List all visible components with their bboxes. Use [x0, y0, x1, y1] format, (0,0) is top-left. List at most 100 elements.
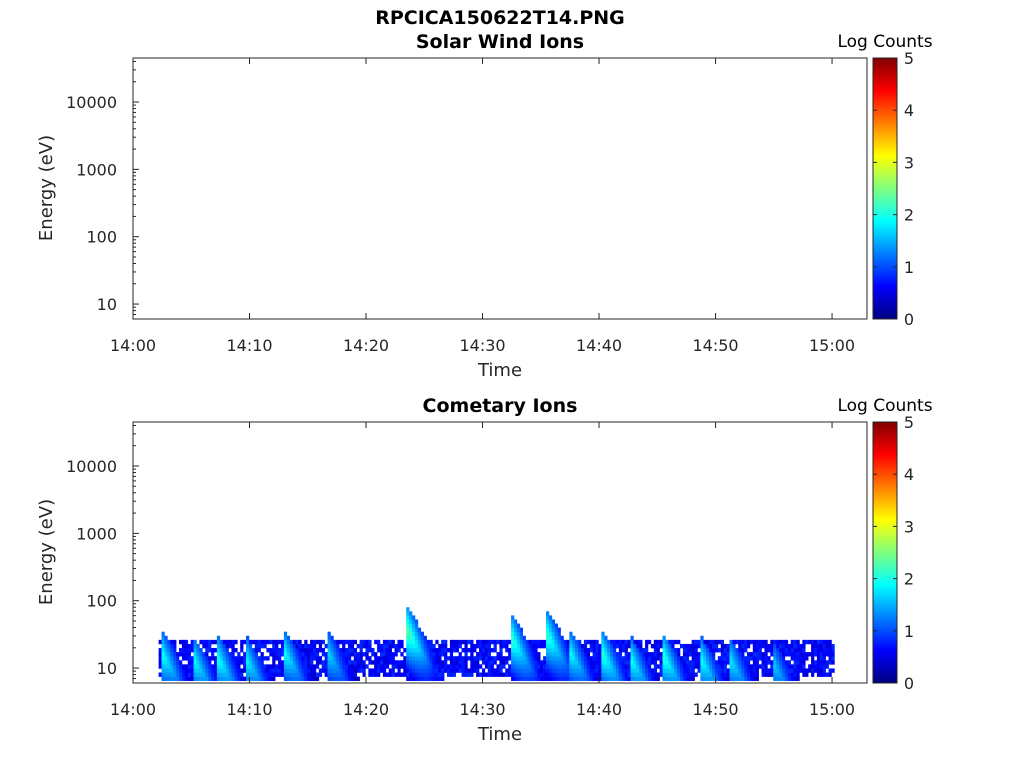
heatmap-cell [767, 672, 771, 677]
heatmap-cell [554, 623, 558, 628]
heatmap-cell [819, 639, 824, 645]
heatmap-cell [409, 652, 413, 657]
heatmap-cell [776, 639, 780, 645]
heatmap-cell [219, 660, 224, 665]
heatmap-cell [391, 639, 395, 645]
heatmap-cell [738, 643, 742, 649]
heatmap-cell [368, 672, 372, 677]
heatmap-cell [420, 639, 424, 645]
heatmap-cell [563, 656, 567, 661]
heatmap-cell [391, 660, 395, 665]
heatmap-cell [219, 672, 224, 677]
heatmap-cell [677, 652, 681, 657]
heatmap-cell [578, 660, 582, 665]
heatmap-cell [213, 672, 218, 677]
heatmap-cell [624, 668, 628, 673]
heatmap-cell [563, 672, 567, 677]
heatmap-cell [525, 648, 529, 653]
heatmap-cell [298, 672, 302, 677]
heatmap-cell [508, 668, 512, 673]
heatmap-cell [409, 676, 413, 681]
heatmap-cell [717, 672, 722, 677]
heatmap-cell [674, 668, 678, 673]
heatmap-cell [700, 672, 704, 677]
heatmap-cell [647, 656, 652, 661]
heatmap-cell [356, 676, 360, 681]
heatmap-cell [307, 668, 311, 673]
heatmap-cell [330, 664, 334, 669]
heatmap-cell [350, 672, 355, 677]
heatmap-cell [752, 668, 757, 673]
heatmap-cell [746, 676, 751, 681]
heatmap-cell [409, 656, 413, 661]
heatmap-cell [481, 656, 486, 661]
heatmap-cell [243, 660, 247, 665]
heatmap-cell [525, 643, 529, 649]
heatmap-cell [339, 639, 343, 645]
heatmap-cell [190, 643, 194, 649]
heatmap-cell [420, 643, 424, 649]
heatmap-cell [776, 656, 780, 661]
heatmap-cell [583, 639, 588, 645]
heatmap-cell [645, 668, 649, 673]
heatmap-cell [394, 672, 398, 677]
heatmap-cell [315, 676, 320, 681]
heatmap-cell [490, 672, 494, 677]
heatmap-cell [639, 668, 643, 673]
heatmap-cell [551, 668, 556, 673]
heatmap-cell [397, 660, 401, 665]
heatmap-cell [243, 652, 247, 657]
heatmap-cell [289, 660, 293, 665]
heatmap-cell [272, 672, 276, 677]
heatmap-cell [598, 652, 602, 657]
heatmap-cell [744, 639, 748, 645]
heatmap-cell [560, 676, 564, 681]
heatmap-cell [712, 656, 716, 661]
heatmap-cell [199, 652, 203, 657]
heatmap-cell [481, 652, 486, 657]
heatmap-cell [333, 668, 337, 673]
heatmap-cell [601, 660, 605, 665]
heatmap-cell [356, 664, 360, 669]
heatmap-cell [181, 648, 186, 653]
heatmap-cell [645, 664, 649, 669]
heatmap-cell [633, 639, 637, 645]
heatmap-cell [161, 635, 165, 641]
heatmap-cell [557, 635, 561, 641]
heatmap-cell [528, 648, 532, 653]
heatmap-cell [414, 664, 419, 669]
heatmap-cell [321, 668, 325, 673]
heatmap-cell [438, 664, 442, 669]
heatmap-cell [525, 672, 529, 677]
heatmap-cell [522, 652, 526, 657]
heatmap-cell [423, 635, 427, 641]
heatmap-cell [746, 660, 751, 665]
heatmap-cell [694, 664, 698, 669]
heatmap-cell [409, 611, 413, 616]
colorbar-tick-label: 2 [904, 206, 914, 225]
heatmap-cell [572, 676, 576, 681]
heatmap-cell [173, 652, 177, 657]
heatmap-cell [327, 652, 331, 657]
heatmap-cell [266, 639, 270, 645]
heatmap-cell [161, 643, 165, 649]
heatmap-cell [578, 639, 582, 645]
heatmap-cell [473, 660, 477, 665]
heatmap-cell [738, 672, 742, 677]
colorbar-cometary [872, 421, 898, 684]
x-tick-label: 14:00 [110, 700, 156, 719]
heatmap-cell [347, 656, 352, 661]
heatmap-cell [435, 664, 439, 669]
heatmap-cell [601, 639, 605, 645]
heatmap-cell [298, 639, 302, 645]
heatmap-cell [397, 639, 401, 645]
heatmap-cell [572, 639, 576, 645]
heatmap-cell [624, 672, 628, 677]
heatmap-cell [310, 656, 314, 661]
heatmap-cell [476, 639, 480, 645]
heatmap-cell [627, 656, 631, 661]
heatmap-cell [674, 672, 678, 677]
heatmap-cell [802, 664, 806, 669]
heatmap-cell [540, 660, 544, 665]
heatmap-cell [709, 668, 713, 673]
